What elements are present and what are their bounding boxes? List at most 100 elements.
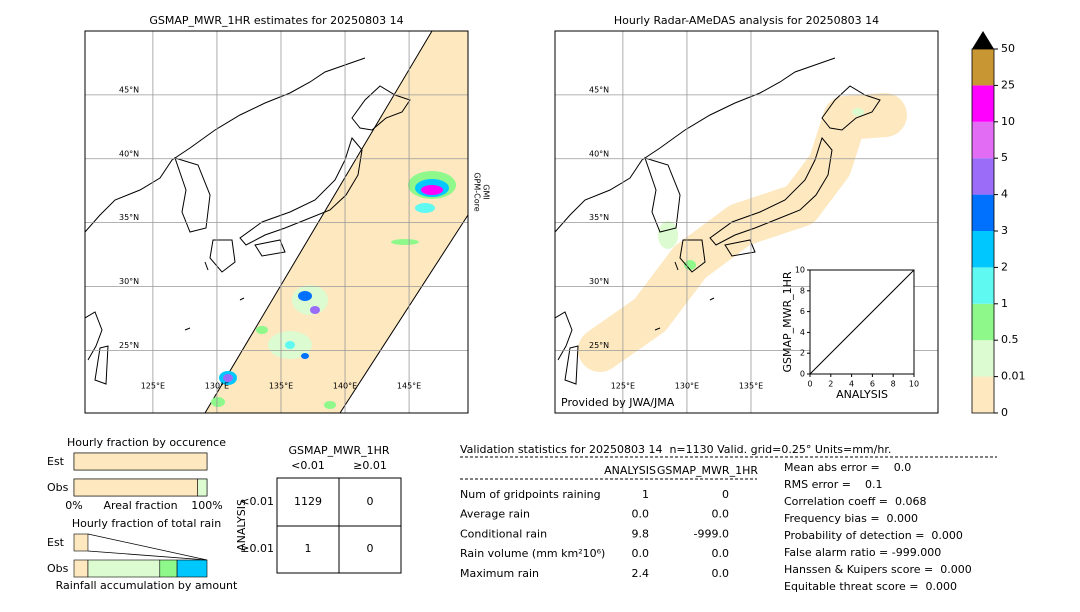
row-label: ≥0.01 bbox=[240, 542, 274, 555]
lon-label: 125°E bbox=[141, 382, 165, 391]
stats-value: 0.0 bbox=[632, 547, 650, 560]
lat-label: 35°N bbox=[119, 213, 139, 222]
colorbar-label: 2 bbox=[1001, 260, 1008, 273]
x-tick-label: 4 bbox=[849, 380, 854, 389]
y-tick-label: 0 bbox=[800, 370, 805, 379]
colorbar-label: 5 bbox=[1001, 151, 1008, 164]
table-cell: 1 bbox=[305, 542, 312, 555]
chart-layer: GSMAP_MWR_1HR estimates for 20250803 14 4… bbox=[47, 14, 1026, 593]
swath-label: GPM-Core bbox=[473, 172, 482, 211]
category-label: Est bbox=[47, 455, 65, 468]
lat-label: 45°N bbox=[119, 85, 139, 94]
stats-value: 1 bbox=[642, 488, 649, 501]
score: Correlation coeff = 0.068 bbox=[784, 495, 926, 508]
diagonal bbox=[809, 269, 915, 375]
colorbar-label: 25 bbox=[1001, 78, 1015, 91]
colorbar-band bbox=[972, 267, 994, 304]
table-cell: 0 bbox=[367, 495, 374, 508]
colorbar-label: 50 bbox=[1001, 42, 1015, 55]
bar-segment bbox=[87, 559, 161, 578]
stats-value: 0.0 bbox=[632, 508, 650, 521]
colorbar-band bbox=[972, 303, 994, 341]
y-tick-label: 8 bbox=[800, 286, 805, 295]
lon-label: 145°E bbox=[397, 382, 421, 391]
score: Probability of detection = 0.000 bbox=[784, 529, 963, 542]
score: Frequency bias = 0.000 bbox=[784, 512, 918, 525]
map-frame bbox=[554, 30, 939, 414]
y-axis-label: GSMAP_MWR_1HR bbox=[781, 271, 794, 372]
lon-label: 130°E bbox=[675, 382, 699, 391]
stats-row-label: Rain volume (mm km²10⁶) bbox=[460, 547, 605, 560]
lat-label: 30°N bbox=[589, 277, 609, 286]
x-tick-label: 0 bbox=[807, 380, 812, 389]
colorbar-band bbox=[972, 85, 994, 122]
lat-label: 40°N bbox=[589, 149, 609, 158]
colorbar-label: 0.5 bbox=[1001, 333, 1019, 346]
bar-segment bbox=[73, 533, 89, 552]
colorbar-band bbox=[972, 231, 994, 268]
lat-label: 25°N bbox=[119, 341, 139, 350]
stats-header: Validation statistics for 20250803 14 n=… bbox=[460, 443, 891, 456]
rain-blob bbox=[852, 108, 864, 116]
analysis-area bbox=[578, 93, 907, 372]
colorbar-label: 0.01 bbox=[1001, 370, 1026, 383]
lon-label: 130°E bbox=[205, 382, 229, 391]
score: RMS error = 0.1 bbox=[784, 478, 882, 491]
lon-label: 135°E bbox=[739, 382, 763, 391]
colorbar-band bbox=[972, 340, 994, 377]
score: Hanssen & Kuipers score = 0.000 bbox=[784, 563, 972, 576]
lon-label: 140°E bbox=[333, 382, 357, 391]
table-cell: 0 bbox=[367, 542, 374, 555]
y-tick-label: 4 bbox=[800, 328, 805, 337]
lat-label: 30°N bbox=[119, 277, 139, 286]
lat-label: 40°N bbox=[119, 149, 139, 158]
stats-value: 0.0 bbox=[712, 508, 730, 521]
colorbar-band bbox=[972, 121, 994, 159]
y-tick-label: 10 bbox=[795, 266, 805, 275]
colorbar-band bbox=[972, 376, 994, 413]
table-cell: 1129 bbox=[294, 495, 322, 508]
colorbar-label: 10 bbox=[1001, 115, 1015, 128]
credit: Provided by JWA/JMA bbox=[561, 396, 675, 409]
colorbar-label: 1 bbox=[1001, 297, 1008, 310]
chart-title: Hourly fraction of total rain bbox=[72, 517, 221, 530]
x-axis-label: Rainfall accumulation by amount bbox=[56, 579, 238, 592]
x-axis-label: Areal fraction bbox=[103, 499, 177, 512]
map-title: GSMAP_MWR_1HR estimates for 20250803 14 bbox=[149, 14, 403, 27]
connector bbox=[87, 550, 208, 561]
colorbar-band bbox=[972, 49, 994, 86]
rain-blob bbox=[658, 221, 678, 249]
stats-value: 0.0 bbox=[712, 567, 730, 580]
col-label: <0.01 bbox=[291, 459, 325, 472]
colorbar-band bbox=[972, 194, 994, 231]
stats-row-label: Num of gridpoints raining bbox=[460, 488, 601, 501]
row-label: <0.01 bbox=[240, 495, 274, 508]
bar-segment bbox=[159, 559, 178, 578]
row-axis-label: ANALYSIS bbox=[235, 499, 248, 551]
score: Equitable threat score = 0.000 bbox=[784, 580, 957, 593]
x-tick-label: 8 bbox=[891, 380, 896, 389]
x-tick-label: 10 bbox=[909, 380, 919, 389]
bar-segment bbox=[73, 452, 208, 471]
lat-label: 25°N bbox=[589, 341, 609, 350]
bar-segment bbox=[73, 478, 198, 497]
y-tick-label: 6 bbox=[800, 307, 805, 316]
category-label: Obs bbox=[47, 481, 69, 494]
map-title: Hourly Radar-AMeDAS analysis for 2025080… bbox=[614, 14, 879, 27]
stats-row-label: Maximum rain bbox=[460, 567, 539, 580]
score: False alarm ratio = -999.000 bbox=[784, 546, 941, 559]
y-tick-label: 2 bbox=[800, 349, 805, 358]
x-tick-label: 6 bbox=[870, 380, 875, 389]
stats-value: -999.0 bbox=[694, 527, 729, 540]
table-title: GSMAP_MWR_1HR bbox=[288, 444, 389, 457]
stats-row-label: Conditional rain bbox=[460, 527, 547, 540]
bar-segment bbox=[73, 559, 89, 578]
left-map-drawing bbox=[85, 31, 468, 413]
bar-segment bbox=[197, 478, 208, 497]
col-label: ≥0.01 bbox=[353, 459, 387, 472]
x-axis-label: ANALYSIS bbox=[836, 388, 888, 401]
connector bbox=[87, 533, 208, 561]
lon-label: 125°E bbox=[611, 382, 635, 391]
x-tick-label: 2 bbox=[828, 380, 833, 389]
swath-label: GMI bbox=[482, 184, 491, 199]
